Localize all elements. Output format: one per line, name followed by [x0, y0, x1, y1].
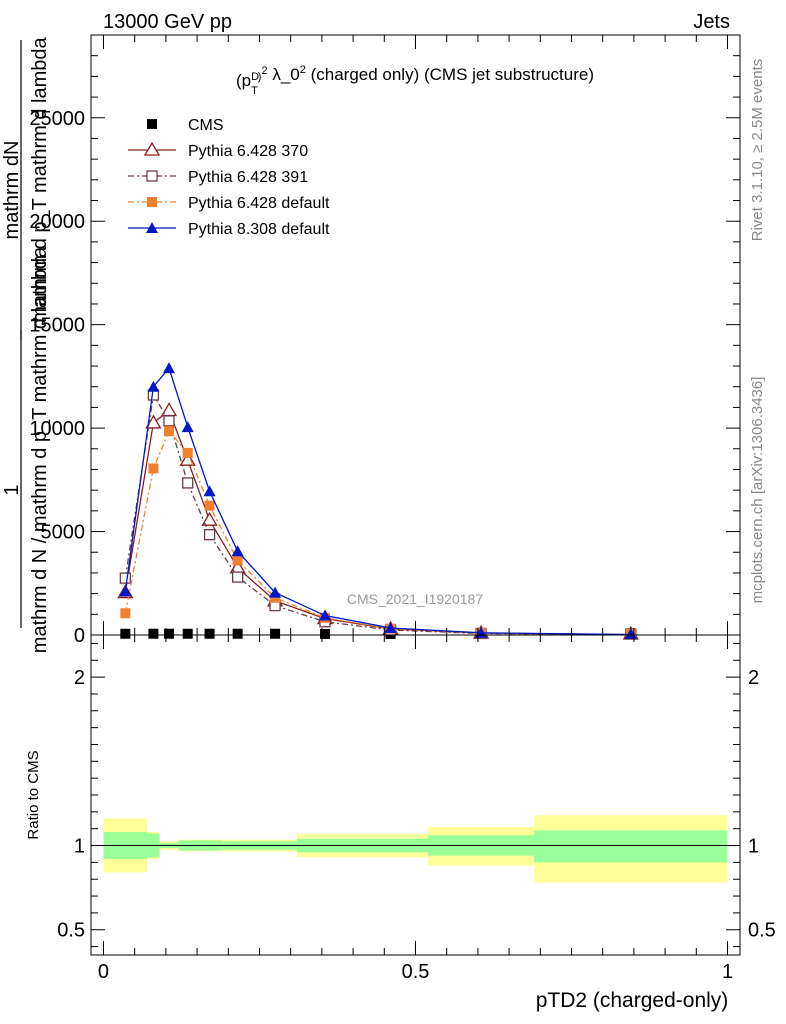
- xtick-label: 1: [722, 961, 733, 983]
- legend-label-2: Pythia 6.428 391: [188, 169, 308, 186]
- ratio-uncertainty-bands: [103, 815, 728, 883]
- legend-label-4: Pythia 8.308 default: [188, 221, 330, 238]
- series-0-point-6: [270, 628, 281, 639]
- ratio-y-axis-label: Ratio to CMS: [25, 750, 42, 839]
- ratio-ytick-label-right: 1: [748, 836, 759, 858]
- ratio-ytick-label-right: 0.5: [748, 920, 776, 942]
- series-4-point-2: [163, 362, 176, 374]
- ratio-plot-frame: [90, 634, 741, 956]
- xtick-label: 0: [98, 961, 109, 983]
- xtick-label: 0.5: [402, 961, 430, 983]
- ylabel-denominator: mathrm d N / mathrm d p_T mathrm d lambd…: [29, 246, 51, 653]
- legend-label-0: CMS: [188, 117, 224, 134]
- series-0-point-4: [204, 628, 215, 639]
- series-3-point-2: [164, 426, 175, 437]
- series-4-point-5: [231, 545, 244, 557]
- ratio-ytick-label-left: 2: [74, 667, 85, 689]
- series-2-point-5: [231, 571, 244, 583]
- legend-marker-0: [147, 119, 157, 129]
- legend-marker-3: [147, 197, 157, 207]
- legend-label-3: Pythia 6.428 default: [188, 195, 330, 212]
- main-ytick-label: 20000: [29, 211, 85, 233]
- series-3-point-3: [182, 447, 193, 458]
- main-plot-series: [117, 362, 639, 640]
- ratio-inner-band-7: [534, 830, 728, 863]
- series-4-point-7: [319, 609, 332, 621]
- legend: CMS Pythia 6.428 370 Pythia 6.428 391 Pythi…: [128, 117, 330, 238]
- series-4-point-8: [384, 621, 397, 633]
- header-energy: 13000 GeV pp: [103, 11, 232, 33]
- series-0-point-0: [120, 628, 131, 639]
- ylabel-line-b: mathrm d p_T mathrm d lambda: [29, 36, 51, 322]
- mcplots-label: mcplots.cern.ch [arXiv:1306.3436]: [749, 377, 766, 604]
- ratio-ytick-label-left: 1: [74, 836, 85, 858]
- ratio-ytick-label-left: 0.5: [57, 920, 85, 942]
- series-4-point-1: [147, 380, 160, 392]
- axis-tick-labels: 0 5000 10000 15000 20000 25000 0.5 0.5 1 1 2 2 0 0.5 1: [29, 108, 775, 983]
- series-4-point-0: [119, 585, 132, 597]
- main-y-axis-label: mathrm dN mathrm d p_T mathrm d lambda 1…: [1, 36, 51, 653]
- legend-label-1: Pythia 6.428 370: [188, 143, 308, 160]
- ratio-ytick-label-right: 2: [748, 667, 759, 689]
- header-process: Jets: [693, 11, 730, 33]
- series-4-point-6: [269, 586, 282, 598]
- series-0-point-1: [148, 628, 159, 639]
- series-2-point-4: [203, 529, 216, 541]
- x-axis-label: pTD2 (charged-only): [536, 989, 729, 1012]
- series-3-point-6: [270, 592, 281, 603]
- rivet-label: Rivet 3.1.10, ≥ 2.5M events: [749, 59, 766, 242]
- main-ytick-label: 0: [74, 625, 85, 647]
- legend-marker-4: [146, 222, 158, 233]
- analysis-watermark: CMS_2021_I1920187: [347, 591, 483, 607]
- series-3-point-5: [232, 555, 243, 566]
- ylabel-line-a: mathrm dN: [1, 141, 23, 240]
- series-3-point-1: [148, 463, 159, 474]
- series-0-point-2: [164, 628, 175, 639]
- series-2-point-0: [119, 572, 131, 584]
- series-4-point-4: [203, 485, 216, 497]
- series-3-point-4: [204, 500, 215, 511]
- series-0-point-3: [182, 628, 193, 639]
- main-ytick-label: 10000: [29, 418, 85, 440]
- axis-ticks: [91, 34, 740, 955]
- main-ytick-label: 5000: [41, 522, 86, 544]
- main-ytick-label: 15000: [29, 315, 85, 337]
- ylabel-numerator: 1: [1, 484, 23, 495]
- series-0-point-5: [232, 628, 243, 639]
- series-4-point-3: [181, 421, 194, 433]
- plot-title: (pD T)2 λ_02 (charged only) (CMS jet subs…: [236, 64, 594, 97]
- series-2-point-2: [163, 415, 175, 427]
- series-1-point-4: [201, 511, 218, 526]
- main-ytick-label: 25000: [29, 108, 85, 130]
- series-0-point-7: [320, 628, 331, 639]
- legend-marker-1: [143, 141, 161, 156]
- legend-marker-2: [146, 170, 158, 182]
- series-3-point-0: [120, 608, 131, 619]
- series-2-point-3: [182, 477, 194, 489]
